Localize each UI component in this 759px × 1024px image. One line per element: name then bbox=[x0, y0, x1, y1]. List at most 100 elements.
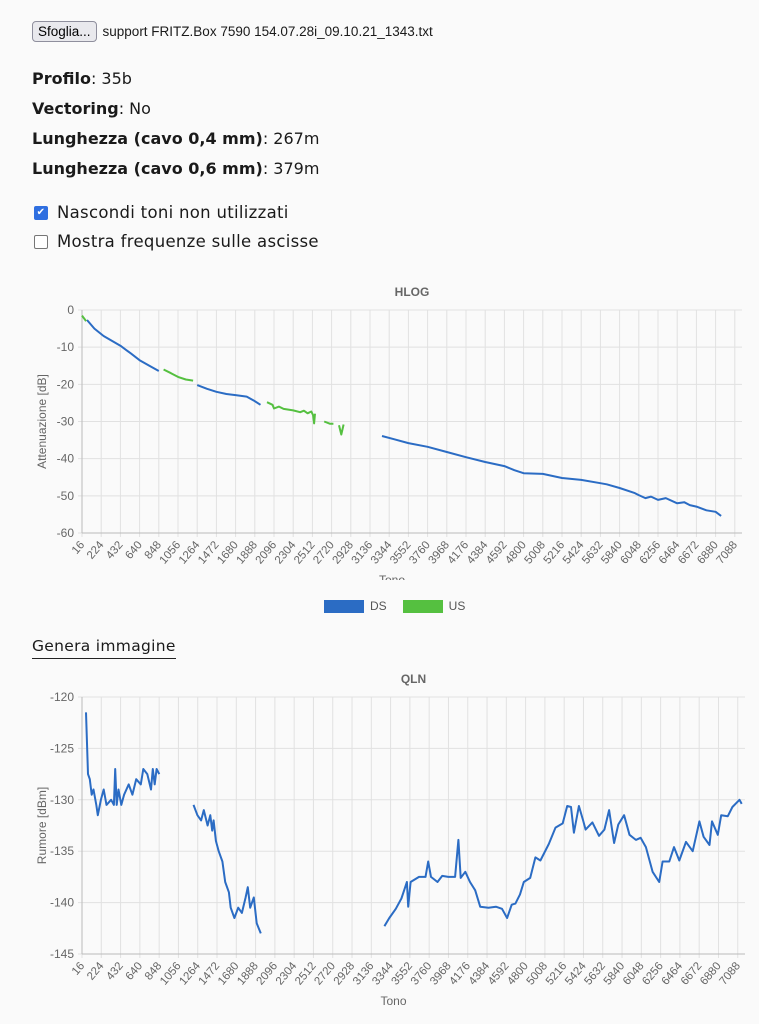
x-tick-label: 5216 bbox=[544, 960, 570, 987]
x-tick-label: 224 bbox=[85, 539, 107, 562]
y-axis-label: Rumore [dBm] bbox=[35, 787, 49, 864]
series-us-line bbox=[323, 420, 334, 425]
hide-unused-tones-option[interactable]: ✔ Nascondi toni non utilizzati bbox=[34, 198, 319, 227]
y-axis-label: Attenuazione [dB] bbox=[35, 374, 49, 469]
x-tick-label: 2928 bbox=[332, 960, 358, 987]
info-length-04: Lunghezza (cavo 0,4 mm): 267m bbox=[32, 124, 319, 154]
x-tick-label: 6048 bbox=[618, 539, 644, 566]
x-tick-label: 5840 bbox=[602, 960, 628, 987]
series-ds-line bbox=[196, 384, 262, 406]
x-tick-label: 4176 bbox=[446, 539, 472, 566]
hlog-chart: HLOG0-10-20-30-40-50-6016224432640848105… bbox=[35, 285, 742, 580]
y-tick-label: -145 bbox=[50, 947, 74, 961]
series-ds-line bbox=[86, 319, 160, 372]
x-tick-label: 4176 bbox=[447, 960, 473, 987]
x-tick-label: 6672 bbox=[676, 539, 702, 566]
legend-ds-swatch[interactable] bbox=[324, 599, 364, 613]
info-value: : 267m bbox=[262, 129, 320, 148]
x-tick-label: 5008 bbox=[522, 539, 548, 566]
file-name: support FRITZ.Box 7590 154.07.28i_09.10.… bbox=[102, 24, 433, 39]
x-tick-label: 4800 bbox=[503, 539, 529, 566]
x-tick-label: 5632 bbox=[582, 960, 608, 987]
x-tick-label: 6672 bbox=[679, 960, 705, 987]
x-tick-label: 640 bbox=[124, 960, 146, 982]
x-tick-label: 3968 bbox=[426, 539, 452, 566]
x-tick-label: 5008 bbox=[525, 960, 551, 987]
x-tick-label: 2720 bbox=[312, 960, 338, 987]
info-length-06: Lunghezza (cavo 0,6 mm): 379m bbox=[32, 154, 319, 184]
series-us-line bbox=[81, 315, 87, 322]
series-ds-line bbox=[192, 804, 262, 934]
series-us-line bbox=[266, 401, 316, 425]
x-tick-label: 2512 bbox=[293, 960, 319, 987]
show-frequencies-checkbox[interactable] bbox=[34, 234, 48, 249]
series-ds-line bbox=[85, 712, 161, 817]
chart-title: HLOG bbox=[395, 285, 430, 299]
x-tick-label: 1056 bbox=[158, 539, 184, 566]
series-ds-line bbox=[381, 435, 722, 517]
info-label: Lunghezza (cavo 0,4 mm) bbox=[32, 129, 263, 148]
x-tick-label: 1888 bbox=[235, 960, 261, 987]
x-tick-label: 6256 bbox=[638, 539, 664, 566]
x-tick-label: 2096 bbox=[254, 539, 280, 566]
legend-us-label[interactable]: US bbox=[448, 599, 466, 613]
x-tick-label: 5840 bbox=[599, 539, 625, 566]
info-label: Vectoring bbox=[32, 99, 119, 118]
info-vectoring: Vectoring: No bbox=[32, 94, 319, 124]
x-tick-label: 3760 bbox=[407, 539, 433, 566]
browse-button[interactable]: Sfoglia... bbox=[32, 21, 97, 42]
x-tick-label: 1472 bbox=[197, 960, 223, 987]
x-tick-label: 6048 bbox=[621, 960, 647, 987]
x-axis-label: Tono bbox=[379, 573, 405, 580]
line-info: Profilo: 35b Vectoring: No Lunghezza (ca… bbox=[32, 64, 319, 184]
x-tick-label: 7088 bbox=[714, 539, 740, 566]
x-tick-label: 1680 bbox=[215, 539, 241, 566]
x-tick-label: 4592 bbox=[484, 539, 510, 566]
x-tick-label: 6880 bbox=[695, 539, 721, 566]
y-tick-label: -130 bbox=[50, 793, 74, 807]
x-tick-label: 1888 bbox=[234, 539, 260, 566]
x-tick-label: 2928 bbox=[330, 539, 356, 566]
x-tick-label: 432 bbox=[104, 960, 126, 982]
x-tick-label: 3136 bbox=[350, 539, 376, 566]
info-label: Profilo bbox=[32, 69, 91, 88]
series-us-line bbox=[163, 368, 194, 382]
info-value: : 35b bbox=[90, 69, 132, 88]
x-axis-label: Tono bbox=[380, 994, 406, 1008]
legend-us-swatch[interactable] bbox=[402, 599, 443, 613]
info-profile: Profilo: 35b bbox=[32, 64, 319, 94]
x-tick-label: 3968 bbox=[428, 960, 454, 987]
y-tick-label: -60 bbox=[57, 526, 75, 540]
info-value: : 379m bbox=[262, 159, 320, 178]
x-tick-label: 1472 bbox=[196, 539, 222, 566]
x-tick-label: 7088 bbox=[717, 960, 743, 987]
x-tick-label: 2720 bbox=[311, 539, 337, 566]
chart-title: QLN bbox=[401, 672, 426, 686]
x-tick-label: 2512 bbox=[292, 539, 318, 566]
options: ✔ Nascondi toni non utilizzati Mostra fr… bbox=[34, 198, 319, 256]
x-tick-label: 3760 bbox=[409, 960, 435, 987]
legend-ds-label[interactable]: DS bbox=[370, 599, 387, 613]
y-tick-label: -10 bbox=[57, 340, 75, 354]
hide-unused-tones-checkbox[interactable]: ✔ bbox=[34, 205, 48, 220]
x-tick-label: 6880 bbox=[698, 960, 724, 987]
x-tick-label: 6256 bbox=[640, 960, 666, 987]
series-ds-line bbox=[383, 798, 743, 927]
show-frequencies-option[interactable]: Mostra frequenze sulle ascisse bbox=[34, 227, 319, 256]
y-tick-label: -20 bbox=[57, 377, 75, 391]
y-tick-label: -50 bbox=[57, 489, 75, 503]
y-tick-label: -30 bbox=[57, 415, 75, 429]
hlog-legend: DS US bbox=[324, 599, 465, 613]
y-tick-label: -125 bbox=[50, 741, 74, 755]
y-tick-label: -140 bbox=[50, 896, 74, 910]
x-tick-label: 3136 bbox=[351, 960, 377, 987]
generate-image-button[interactable]: Genera immagine bbox=[32, 637, 176, 659]
x-tick-label: 3552 bbox=[390, 960, 416, 987]
x-tick-label: 2096 bbox=[255, 960, 281, 987]
x-tick-label: 5216 bbox=[542, 539, 568, 566]
option-label: Mostra frequenze sulle ascisse bbox=[57, 232, 319, 251]
qln-chart: QLN-120-125-130-135-140-1451622443264084… bbox=[35, 672, 745, 1008]
info-value: : No bbox=[118, 99, 151, 118]
series-us-line bbox=[338, 424, 345, 436]
x-tick-label: 4800 bbox=[505, 960, 531, 987]
